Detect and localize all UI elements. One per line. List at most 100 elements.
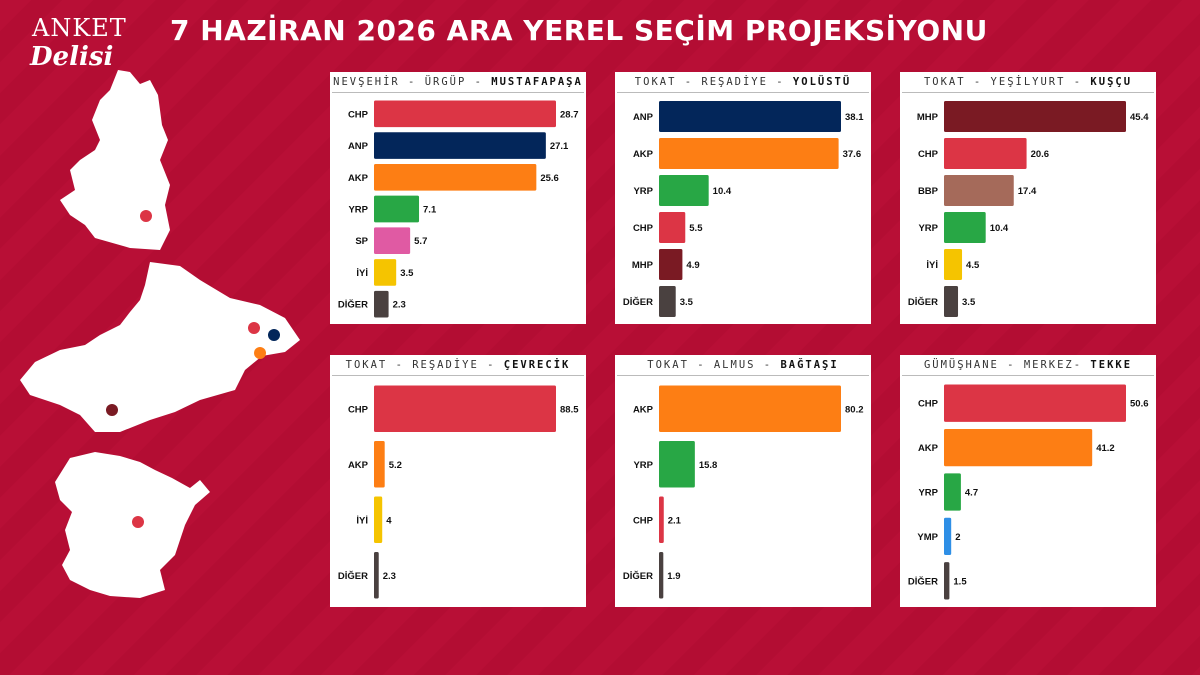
bar-akp [374, 163, 537, 191]
bar-chp [944, 137, 1027, 170]
bar-chart-yolustu: ANP 38.1 AKP 37.6 YRP 10.4 CHP 5.5 MHP 4.9 DİĞER 3.… [623, 100, 864, 318]
category-label-anp: ANP [633, 112, 654, 123]
bar-chp [659, 496, 664, 544]
category-label-anp: ANP [348, 141, 369, 152]
chart-panel-yolustu: TOKAT - REŞADİYE - YOLÜSTÜ ANP 38.1 AKP 37.… [615, 72, 871, 324]
map-marker [248, 322, 260, 334]
value-label-diger: 2.3 [383, 571, 396, 582]
chart-panel-kuscu: TOKAT - YEŞİLYURT - KUŞÇU MHP 45.4 CHP 20.6… [900, 72, 1156, 324]
bar-diger [944, 562, 950, 600]
category-label-akp: AKP [348, 460, 369, 471]
panel-title: TOKAT - YEŞİLYURT - KUŞÇU [900, 76, 1156, 93]
value-label-chp: 50.6 [1130, 399, 1149, 410]
map-marker [106, 404, 118, 416]
category-label-chp: CHP [918, 149, 939, 160]
category-label-yrp: YRP [633, 186, 653, 197]
chart-panel-tekke: GÜMÜŞHANE - MERKEZ- TEKKE CHP 50.6 AKP 41.2… [900, 355, 1156, 607]
bar-iyi [374, 259, 397, 286]
value-label-sp: 5.7 [414, 236, 427, 247]
value-label-akp: 37.6 [843, 149, 862, 160]
category-label-diger: DİĞER [338, 570, 368, 582]
value-label-mhp: 4.9 [686, 260, 699, 271]
bar-iyi [944, 248, 963, 281]
category-label-mhp: MHP [632, 260, 654, 271]
category-label-yrp: YRP [348, 205, 368, 216]
category-label-chp: CHP [348, 404, 369, 415]
value-label-yrp: 4.7 [965, 488, 978, 499]
logo-line1: ANKET [32, 14, 127, 42]
category-label-diger: DİĞER [908, 575, 938, 587]
category-label-yrp: YRP [633, 460, 653, 471]
value-label-diger: 1.5 [953, 576, 967, 587]
bar-diger [374, 290, 389, 318]
bar-chart-mustafapasa: CHP 28.7 ANP 27.1 AKP 25.6 YRP 7.1 SP 5.7 İYİ 3.5 Dİ… [338, 100, 579, 318]
chart-panel-cevrecik: TOKAT - REŞADİYE - ÇEVRECİK CHP 88.5 AKP 5.… [330, 355, 586, 607]
bar-diger [659, 285, 676, 318]
category-label-diger: DİĞER [623, 570, 653, 582]
bar-diger [374, 551, 379, 599]
bar-chp [659, 211, 686, 244]
map-tokat [20, 262, 300, 432]
category-label-chp: CHP [633, 223, 654, 234]
map-gumushane [55, 452, 210, 598]
panel-title: NEVŞEHİR - ÜRGÜP - MUSTAFAPAŞA [330, 76, 586, 93]
bar-yrp [944, 473, 961, 511]
value-label-chp: 28.7 [560, 109, 579, 120]
panel-title: GÜMÜŞHANE - MERKEZ- TEKKE [900, 359, 1156, 376]
category-label-chp: CHP [633, 515, 654, 526]
value-label-diger: 3.5 [962, 297, 976, 308]
category-label-iyi: İYİ [356, 268, 368, 279]
bar-iyi [374, 496, 383, 544]
category-label-akp: AKP [918, 443, 939, 454]
value-label-mhp: 45.4 [1130, 112, 1149, 123]
value-label-akp: 5.2 [389, 460, 402, 471]
value-label-yrp: 10.4 [713, 186, 732, 197]
bar-ymp [944, 517, 952, 556]
bar-mhp [944, 100, 1126, 133]
value-label-yrp: 10.4 [990, 223, 1009, 234]
value-label-anp: 27.1 [550, 141, 569, 152]
logo-line2: Delisi [30, 42, 114, 72]
value-label-yrp: 15.8 [699, 460, 718, 471]
bar-yrp [659, 440, 695, 488]
value-label-iyi: 4.5 [966, 260, 980, 271]
bar-chart-bagtasi: AKP 80.2 YRP 15.8 CHP 2.1 DİĞER 1.9 [623, 385, 864, 599]
map-marker [140, 210, 152, 222]
bar-anp [659, 100, 841, 133]
value-label-iyi: 3.5 [400, 268, 414, 279]
chart-panel-bagtasi: TOKAT - ALMUS - BAĞTAŞI AKP 80.2 YRP 15.8 CH… [615, 355, 871, 607]
bar-yrp [944, 211, 986, 244]
bar-akp [659, 137, 839, 170]
panel-title: TOKAT - ALMUS - BAĞTAŞI [615, 359, 871, 376]
bar-chp [374, 385, 556, 433]
value-label-diger: 3.5 [680, 297, 694, 308]
map-nevsehir [60, 70, 170, 250]
panel-title: TOKAT - REŞADİYE - YOLÜSTÜ [615, 76, 871, 93]
category-label-diger: DİĞER [338, 299, 368, 311]
chart-panel-mustafapasa: NEVŞEHİR - ÜRGÜP - MUSTAFAPAŞA CHP 28.7 AN… [330, 72, 586, 324]
category-label-chp: CHP [918, 399, 939, 410]
value-label-anp: 38.1 [845, 112, 864, 123]
value-label-bbp: 17.4 [1018, 186, 1037, 197]
panel-title: TOKAT - REŞADİYE - ÇEVRECİK [330, 359, 586, 376]
bar-chart-tekke: CHP 50.6 AKP 41.2 YRP 4.7 YMP 2 DİĞER 1.5 [908, 384, 1149, 600]
value-label-diger: 1.9 [667, 571, 680, 582]
category-label-ymp: YMP [917, 532, 938, 543]
category-label-akp: AKP [633, 404, 654, 415]
value-label-chp: 5.5 [689, 223, 703, 234]
category-label-akp: AKP [633, 149, 654, 160]
category-label-diger: DİĞER [908, 296, 938, 308]
bar-chart-cevrecik: CHP 88.5 AKP 5.2 İYİ 4 DİĞER 2.3 [338, 385, 579, 599]
region-maps [20, 70, 300, 598]
value-label-akp: 25.6 [540, 173, 559, 184]
category-label-diger: DİĞER [623, 296, 653, 308]
value-label-diger: 2.3 [393, 300, 406, 311]
map-marker [268, 329, 280, 341]
category-label-chp: CHP [348, 109, 369, 120]
map-marker [132, 516, 144, 528]
category-label-iyi: İYİ [356, 515, 368, 526]
bar-akp [374, 440, 385, 488]
value-label-akp: 80.2 [845, 404, 864, 415]
bar-akp [659, 385, 841, 433]
logo: ANKET Delisi [12, 10, 142, 80]
